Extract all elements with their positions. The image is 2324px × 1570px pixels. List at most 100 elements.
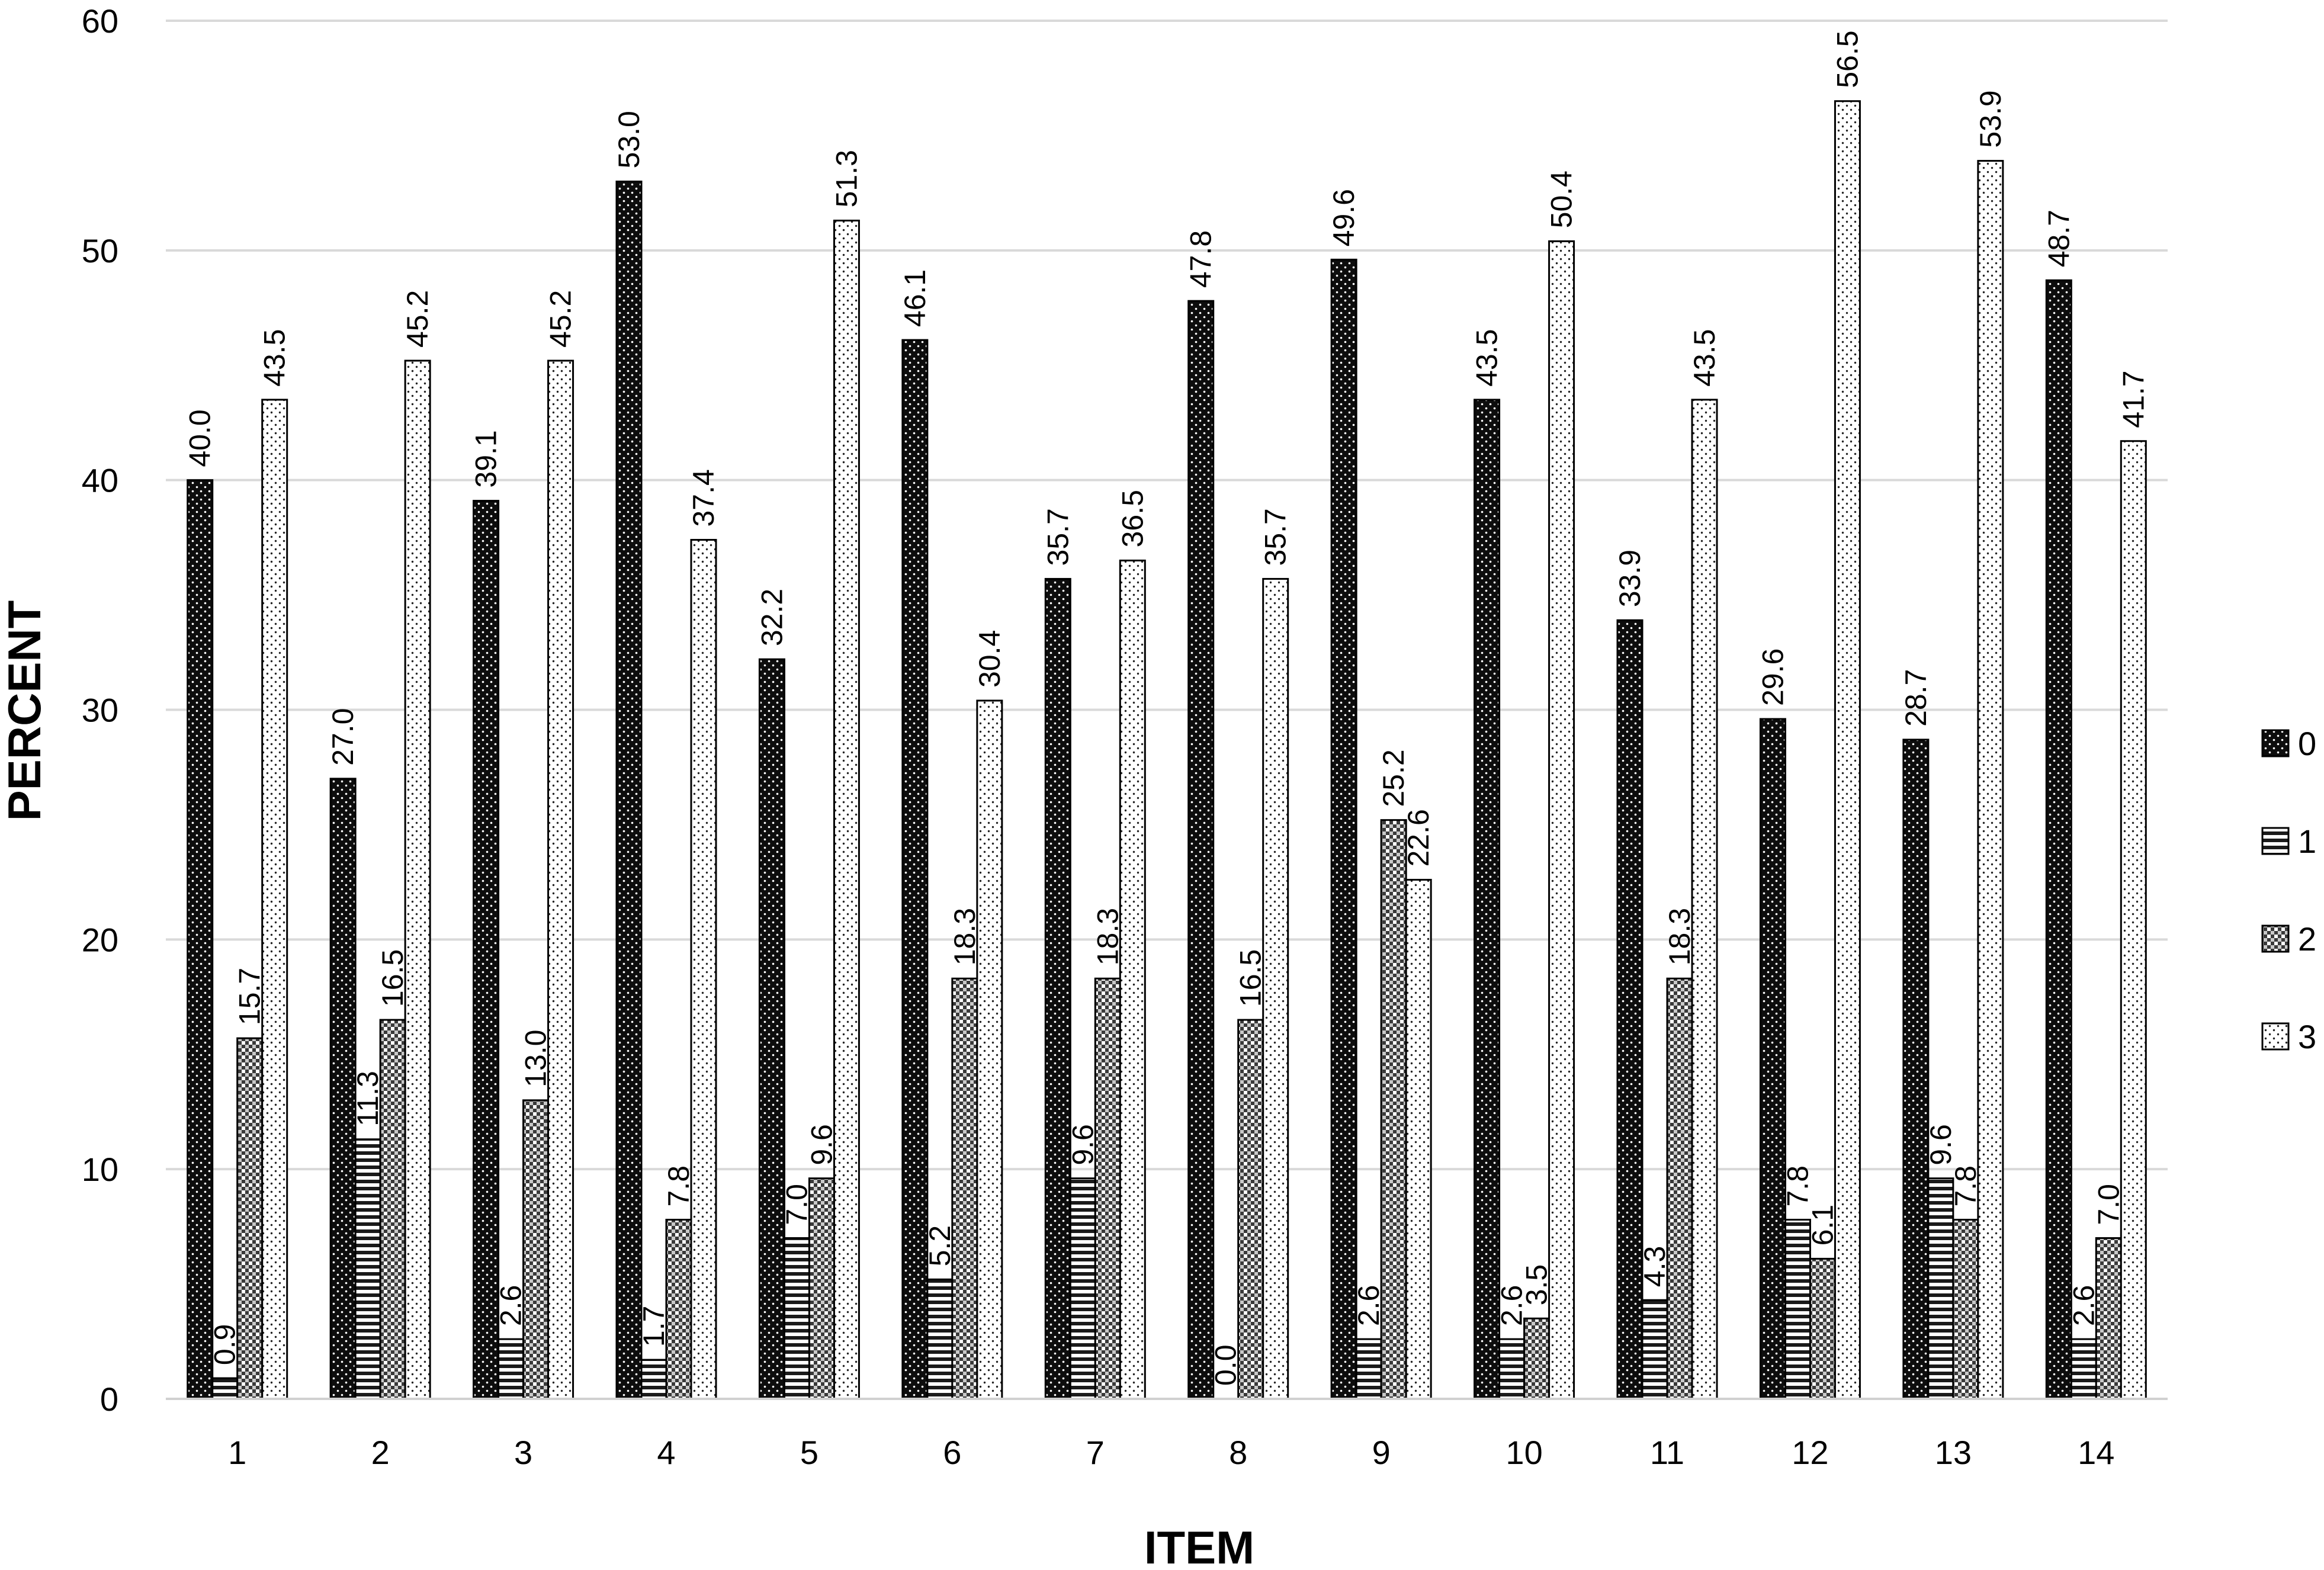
data-label: 35.7 <box>1041 508 1074 566</box>
data-labels: 40.0 0.9 15.7 43.5 27.0 11.3 16.5 45.2 39.1 2.6 13… <box>184 30 2150 1386</box>
data-label: 35.7 <box>1259 508 1292 566</box>
bar-item2-series1 <box>354 1138 381 1400</box>
legend-label: 0 <box>2298 725 2316 762</box>
data-label: 36.5 <box>1116 490 1149 547</box>
x-tick-label: 12 <box>1792 1434 1828 1471</box>
legend-label: 1 <box>2298 823 2316 860</box>
data-label: 48.7 <box>2042 210 2075 267</box>
bar-item12-series3 <box>1834 100 1861 1400</box>
x-tick-label: 2 <box>371 1434 390 1471</box>
data-label: 16.5 <box>1234 949 1267 1007</box>
data-label: 22.6 <box>1402 809 1435 866</box>
data-label: 45.2 <box>401 290 434 348</box>
bar-item3-series3 <box>547 359 574 1400</box>
bar-item10-series3 <box>1548 240 1575 1400</box>
x-tick-label: 4 <box>657 1434 675 1471</box>
bar-item7-series1 <box>1069 1177 1096 1400</box>
gridlines <box>166 20 2168 1171</box>
data-label: 18.3 <box>1091 908 1124 965</box>
data-label: 2.6 <box>2067 1285 2100 1327</box>
data-label: 43.5 <box>1471 329 1504 387</box>
x-tick-label: 5 <box>800 1434 818 1471</box>
data-label: 1.7 <box>637 1306 670 1347</box>
data-label: 47.8 <box>1185 230 1218 288</box>
data-label: 18.3 <box>948 908 981 965</box>
x-tick-label: 14 <box>2078 1434 2114 1471</box>
bar-item6-series3 <box>976 699 1003 1400</box>
bar-item14-series2 <box>2095 1237 2122 1400</box>
data-label: 0.0 <box>1209 1344 1243 1386</box>
data-label: 2.6 <box>1352 1285 1385 1327</box>
data-label: 9.6 <box>805 1124 838 1166</box>
bar-item5-series3 <box>833 219 860 1400</box>
bar-item12-series2 <box>1809 1257 1836 1400</box>
x-tick-label: 10 <box>1506 1434 1542 1471</box>
bar-item5-series1 <box>783 1237 810 1400</box>
bar-item10-series2 <box>1523 1317 1551 1400</box>
data-label: 32.2 <box>755 589 788 646</box>
bar-item4-series1 <box>640 1359 667 1400</box>
data-label: 39.1 <box>470 430 503 487</box>
bar-item1-series0 <box>187 479 214 1400</box>
data-label: 5.2 <box>923 1225 956 1267</box>
legend-swatch <box>2261 827 2290 855</box>
bar-item11-series3 <box>1691 399 1718 1400</box>
bar-item14-series3 <box>2120 440 2147 1400</box>
bar-item9-series1 <box>1355 1338 1382 1400</box>
bar-item5-series2 <box>808 1177 835 1400</box>
bar-item2-series3 <box>404 359 431 1400</box>
bar-item6-series2 <box>951 977 978 1400</box>
bar-item7-series2 <box>1094 977 1121 1400</box>
data-label: 53.9 <box>1974 90 2007 147</box>
bar-item11-series1 <box>1641 1299 1668 1400</box>
bar-item12-series0 <box>1759 718 1786 1400</box>
x-tick-label: 8 <box>1229 1434 1247 1471</box>
x-tick-label: 13 <box>1935 1434 1972 1471</box>
x-tick-label: 7 <box>1086 1434 1105 1471</box>
data-label: 7.0 <box>2092 1184 2125 1225</box>
data-label: 7.0 <box>780 1184 813 1225</box>
data-label: 40.0 <box>184 409 217 467</box>
bar-item11-series2 <box>1666 977 1693 1400</box>
data-label: 18.3 <box>1663 908 1696 965</box>
y-tick-label: 40 <box>82 462 118 499</box>
legend-label: 3 <box>2298 1018 2316 1055</box>
bar-item7-series3 <box>1119 559 1146 1400</box>
x-axis-title: ITEM <box>1144 1521 1254 1570</box>
bar-item9-series0 <box>1330 258 1357 1400</box>
data-label: 25.2 <box>1377 749 1410 807</box>
bar-item4-series3 <box>690 539 717 1400</box>
data-label: 45.2 <box>544 290 577 348</box>
data-label: 7.8 <box>1949 1166 1982 1207</box>
bar-item3-series0 <box>473 500 500 1400</box>
data-label: 4.3 <box>1638 1246 1671 1288</box>
bar-item9-series3 <box>1405 878 1432 1400</box>
data-label: 53.0 <box>612 111 646 168</box>
y-tick-label: 10 <box>82 1151 118 1188</box>
data-label: 15.7 <box>233 968 267 1025</box>
data-label: 9.6 <box>1066 1124 1099 1166</box>
data-label: 46.1 <box>898 269 932 327</box>
bars <box>187 100 2147 1400</box>
data-label: 41.7 <box>2117 370 2150 428</box>
bar-item13-series1 <box>1927 1177 1954 1400</box>
x-tick-label: 6 <box>943 1434 961 1471</box>
x-tick-label: 11 <box>1650 1434 1684 1471</box>
bar-item9-series2 <box>1380 819 1407 1400</box>
bar-item8-series0 <box>1187 300 1215 1400</box>
bar-item2-series0 <box>329 778 357 1400</box>
bar-item7-series0 <box>1044 577 1071 1400</box>
data-label: 13.0 <box>519 1029 553 1087</box>
bar-item14-series1 <box>2070 1338 2097 1400</box>
bar-item13-series2 <box>1952 1218 1979 1400</box>
data-label: 27.0 <box>326 708 359 766</box>
data-label: 50.4 <box>1545 171 1578 228</box>
data-label: 2.6 <box>1495 1285 1529 1327</box>
bar-item13-series3 <box>1977 160 2004 1400</box>
bar-item4-series0 <box>615 180 643 1400</box>
bar-item1-series3 <box>261 399 288 1400</box>
legend: 0 1 2 3 <box>2261 725 2316 1055</box>
bar-item1-series1 <box>211 1377 239 1400</box>
